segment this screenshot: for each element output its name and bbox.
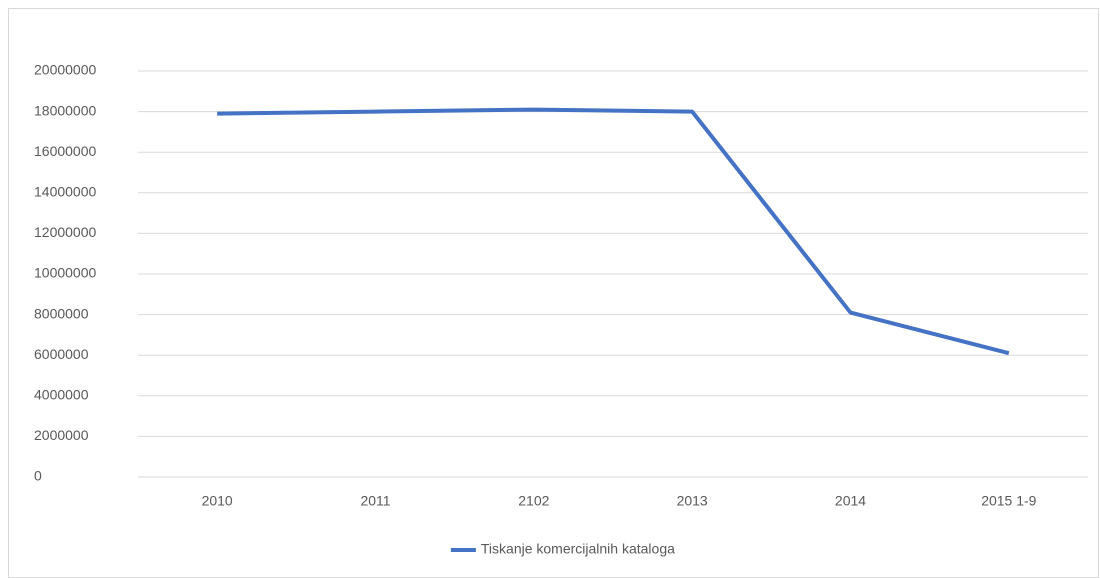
y-tick-label: 10000000 bbox=[34, 265, 97, 281]
legend: Tiskanje komercijalnih kataloga bbox=[450, 541, 675, 557]
x-tick-label: 2015 1-9 bbox=[981, 493, 1036, 509]
y-tick-label: 8000000 bbox=[34, 305, 89, 321]
legend-label: Tiskanje komercijalnih kataloga bbox=[481, 541, 675, 557]
data-line bbox=[217, 107, 1010, 356]
x-tick-label: 2014 bbox=[835, 493, 866, 509]
y-tick-label: 0 bbox=[34, 468, 42, 484]
x-tick-label: 2011 bbox=[360, 493, 390, 509]
y-tick-label: 2000000 bbox=[34, 427, 89, 443]
y-tick-label: 12000000 bbox=[34, 224, 97, 240]
y-tick-label: 14000000 bbox=[34, 184, 97, 200]
x-tick-label: 2010 bbox=[202, 493, 233, 509]
x-tick-label: 2013 bbox=[677, 493, 708, 509]
y-tick-label: 4000000 bbox=[34, 387, 89, 403]
y-tick-label: 16000000 bbox=[34, 143, 97, 159]
y-tick-label: 20000000 bbox=[34, 62, 97, 78]
x-tick-label: 2102 bbox=[518, 493, 549, 509]
y-tick-label: 18000000 bbox=[34, 102, 97, 118]
chart-frame bbox=[8, 8, 1099, 578]
y-tick-label: 6000000 bbox=[34, 346, 89, 362]
legend-item: Tiskanje komercijalnih kataloga bbox=[450, 541, 675, 557]
